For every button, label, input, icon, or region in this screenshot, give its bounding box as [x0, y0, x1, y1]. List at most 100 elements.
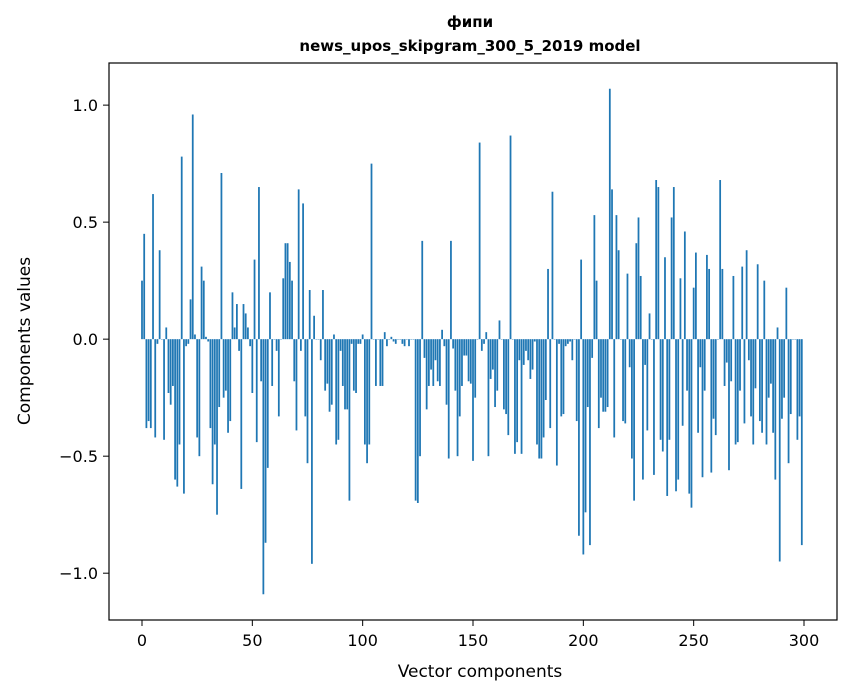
bar-68 — [291, 280, 293, 340]
bar-298 — [798, 339, 801, 417]
bar-132 — [432, 339, 435, 386]
bar-170 — [516, 339, 519, 443]
bar-167 — [509, 135, 512, 340]
bar-253 — [699, 339, 702, 368]
bar-149 — [469, 339, 472, 384]
bar-7 — [156, 339, 159, 344]
bar-214 — [613, 339, 616, 438]
x-tick-label: 150 — [458, 631, 489, 650]
bar-62 — [277, 339, 280, 417]
bar-140 — [450, 240, 452, 340]
bar-265 — [725, 339, 728, 363]
bar-181 — [540, 339, 543, 459]
bar-195 — [571, 339, 574, 361]
bar-26 — [198, 339, 201, 457]
bar-46 — [242, 304, 245, 340]
bar-6 — [154, 339, 157, 438]
bar-250 — [692, 287, 695, 340]
bar-229 — [646, 339, 649, 431]
bar-24 — [194, 334, 196, 340]
bar-205 — [593, 215, 596, 340]
bar-59 — [271, 339, 274, 386]
bar-81 — [319, 339, 322, 361]
bar-278 — [754, 339, 757, 389]
bar-16 — [176, 339, 179, 487]
bar-260 — [714, 339, 717, 436]
bar-15 — [174, 339, 176, 480]
plot-frame — [108, 62, 838, 621]
bar-258 — [710, 339, 713, 473]
bar-73 — [302, 203, 304, 340]
bar-32 — [211, 339, 214, 485]
bar-34 — [216, 339, 218, 515]
bar-97 — [355, 339, 357, 393]
bar-204 — [591, 339, 594, 358]
bar-180 — [538, 339, 541, 459]
bar-99 — [359, 339, 362, 344]
bar-288 — [776, 327, 779, 340]
bar-173 — [522, 339, 525, 365]
bar-29 — [205, 336, 207, 340]
bar-248 — [688, 339, 691, 494]
bar-39 — [227, 339, 229, 433]
bar-226 — [639, 275, 642, 340]
bar-139 — [447, 339, 450, 459]
bar-77 — [311, 339, 313, 564]
bar-49 — [249, 339, 252, 347]
bar-25 — [196, 339, 199, 438]
bar-70 — [295, 339, 298, 431]
bar-88 — [335, 339, 338, 445]
bar-98 — [357, 339, 360, 344]
bar-136 — [441, 329, 443, 340]
bar-240 — [670, 217, 673, 340]
bar-133 — [434, 339, 437, 361]
bar-230 — [648, 313, 651, 340]
bar-211 — [606, 339, 609, 408]
bar-282 — [763, 280, 766, 340]
bar-166 — [507, 339, 510, 436]
bar-42 — [233, 327, 236, 340]
bar-121 — [408, 339, 410, 347]
bar-225 — [637, 217, 640, 340]
bar-271 — [739, 339, 741, 391]
bar-246 — [683, 231, 686, 340]
bar-57 — [266, 339, 269, 468]
bar-192 — [564, 339, 567, 347]
bar-51 — [253, 259, 256, 340]
bar-263 — [721, 268, 724, 340]
bar-23 — [191, 114, 194, 340]
bar-267 — [730, 339, 733, 382]
y-axis-label: Components values — [15, 257, 35, 425]
bar-5 — [152, 194, 154, 340]
bar-135 — [439, 339, 441, 386]
bar-202 — [586, 339, 589, 408]
bar-141 — [452, 339, 455, 349]
bar-76 — [308, 290, 311, 340]
bar-108 — [379, 339, 382, 386]
bar-128 — [423, 339, 426, 358]
y-tick-label: 0.0 — [73, 330, 98, 349]
bar-125 — [416, 339, 419, 503]
bar-236 — [661, 339, 664, 452]
bar-131 — [430, 339, 432, 370]
bar-86 — [330, 339, 333, 405]
bar-293 — [787, 339, 790, 464]
bar-54 — [260, 339, 263, 382]
bar-35 — [218, 339, 221, 408]
bar-191 — [562, 339, 565, 415]
bar-56 — [264, 339, 267, 543]
bar-21 — [187, 339, 190, 344]
bar-87 — [333, 334, 335, 340]
bar-185 — [549, 339, 552, 429]
bar-257 — [708, 268, 711, 340]
bar-0 — [141, 280, 143, 340]
bar-118 — [401, 339, 404, 344]
bar-286 — [772, 339, 774, 433]
bar-153 — [478, 142, 481, 340]
bar-20 — [185, 339, 188, 347]
bar-297 — [796, 339, 799, 440]
bar-206 — [595, 280, 598, 340]
y-tick-label: 0.5 — [73, 213, 98, 232]
bar-83 — [324, 339, 327, 391]
